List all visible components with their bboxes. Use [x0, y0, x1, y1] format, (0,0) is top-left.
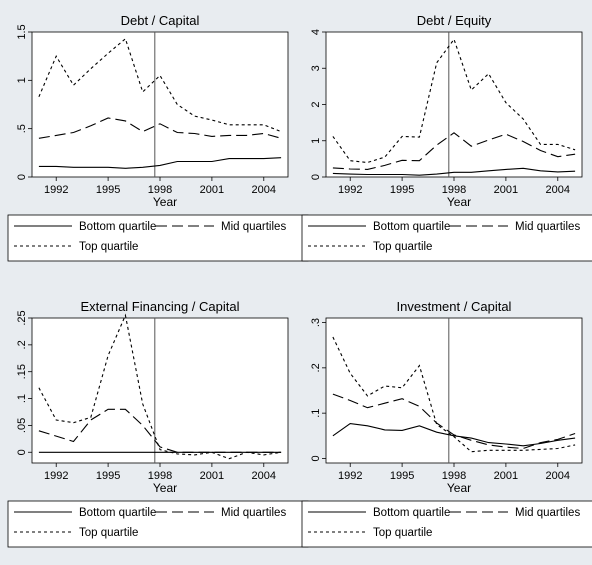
x-tick-label: 1992: [44, 470, 68, 482]
series-line-mid-quartiles: [332, 393, 576, 450]
x-axis-label: Year: [153, 195, 177, 209]
series-line-top-quartile: [332, 336, 576, 453]
plot-area: [31, 31, 289, 178]
y-tick-label: 0: [16, 174, 28, 180]
x-tick-label: 1995: [96, 470, 120, 482]
x-tick-label: 1992: [338, 184, 362, 196]
y-tick-label: 1.5: [16, 24, 28, 39]
x-tick-label: 2001: [200, 184, 224, 196]
legend-box: [7, 214, 309, 262]
x-axis-label: Year: [153, 481, 177, 495]
x-tick-label: 2001: [494, 470, 518, 482]
legend: Bottom quartile Mid quartiles Top quartile: [7, 214, 309, 262]
y-tick-label: .1: [310, 409, 322, 418]
x-tick-label: 1995: [96, 184, 120, 196]
legend-label-mid: Mid quartiles: [515, 221, 580, 233]
x-tick-label: 2004: [546, 184, 570, 196]
y-tick-label: .5: [16, 124, 28, 133]
x-axis-label: Year: [447, 481, 471, 495]
plot-area: [31, 317, 289, 464]
y-tick-label: .15: [16, 364, 28, 379]
x-tick-label: 1998: [442, 470, 466, 482]
y-tick-label: .2: [16, 340, 28, 349]
legend-label-bottom: Bottom quartile: [79, 507, 156, 519]
x-tick-label: 1998: [442, 184, 466, 196]
panel-3: Investment / Capital 0 .1 .2 .3 1992 1995 1998 2…: [301, 299, 592, 548]
x-axis-label: Year: [447, 195, 471, 209]
plot-area: [325, 317, 583, 464]
chart-title: Debt / Capital: [121, 13, 200, 28]
chart-title: Debt / Equity: [417, 13, 492, 28]
chart-title: External Financing / Capital: [81, 299, 240, 314]
y-tick-label: 0: [310, 455, 322, 461]
legend-label-top: Top quartile: [79, 241, 138, 253]
y-tick-label: .25: [16, 310, 28, 325]
panel-0: Debt / Capital 0 .5 1 1.5 1992 1995 1998 2001 200…: [7, 13, 309, 262]
series-line-top-quartile: [38, 313, 282, 460]
y-tick-label: 0: [16, 449, 28, 455]
x-tick-label: 2001: [494, 184, 518, 196]
y-tick-label: .1: [16, 394, 28, 403]
legend-label-top: Top quartile: [373, 241, 432, 253]
x-tick-label: 1995: [390, 184, 414, 196]
panel-2: External Financing / Capital 0 .05 .1 .15 .2.…: [7, 299, 309, 548]
legend: Bottom quartile Mid quartiles Top quartile: [7, 500, 309, 548]
panel-1: Debt / Equity 0 1 2 3 4 1992 1995 1998 2001 2004 Ye…: [301, 13, 592, 262]
x-tick-label: 1998: [148, 184, 172, 196]
y-tick-label: 0: [310, 174, 322, 180]
plot-area: [325, 31, 583, 178]
y-tick-label: 2: [310, 101, 322, 107]
x-tick-label: 2004: [252, 184, 276, 196]
y-tick-label: 1: [310, 138, 322, 144]
x-tick-label: 2001: [200, 470, 224, 482]
legend-label-mid: Mid quartiles: [221, 507, 286, 519]
series-line-mid-quartiles: [38, 408, 282, 453]
legend-label-bottom: Bottom quartile: [79, 221, 156, 233]
x-tick-label: 1992: [44, 184, 68, 196]
y-tick-label: 1: [16, 77, 28, 83]
series-line-bottom-quartile: [332, 423, 576, 447]
x-tick-label: 2004: [546, 470, 570, 482]
chart-title: Investment / Capital: [397, 299, 512, 314]
legend-label-top: Top quartile: [79, 527, 138, 539]
y-tick-label: 4: [310, 29, 322, 35]
legend-box: [7, 500, 309, 548]
legend-label-top: Top quartile: [373, 527, 432, 539]
legend: Bottom quartile Mid quartiles Top quartile: [301, 500, 592, 548]
y-tick-label: 3: [310, 65, 322, 71]
series-line-bottom-quartile: [38, 157, 282, 169]
legend: Bottom quartile Mid quartiles Top quartile: [301, 214, 592, 262]
legend-box: [301, 214, 592, 262]
series-line-bottom-quartile: [332, 167, 576, 176]
series-line-mid-quartiles: [38, 117, 282, 139]
x-tick-label: 2004: [252, 470, 276, 482]
x-tick-label: 1995: [390, 470, 414, 482]
y-tick-label: .3: [310, 318, 322, 327]
legend-label-mid: Mid quartiles: [515, 507, 580, 519]
legend-label-bottom: Bottom quartile: [373, 221, 450, 233]
x-tick-label: 1998: [148, 470, 172, 482]
legend-label-bottom: Bottom quartile: [373, 507, 450, 519]
y-tick-label: .2: [310, 363, 322, 372]
series-line-mid-quartiles: [332, 132, 576, 170]
legend-label-mid: Mid quartiles: [221, 221, 286, 233]
series-line-top-quartile: [38, 37, 282, 133]
y-tick-label: .05: [16, 418, 28, 433]
x-tick-label: 1992: [338, 470, 362, 482]
legend-box: [301, 500, 592, 548]
